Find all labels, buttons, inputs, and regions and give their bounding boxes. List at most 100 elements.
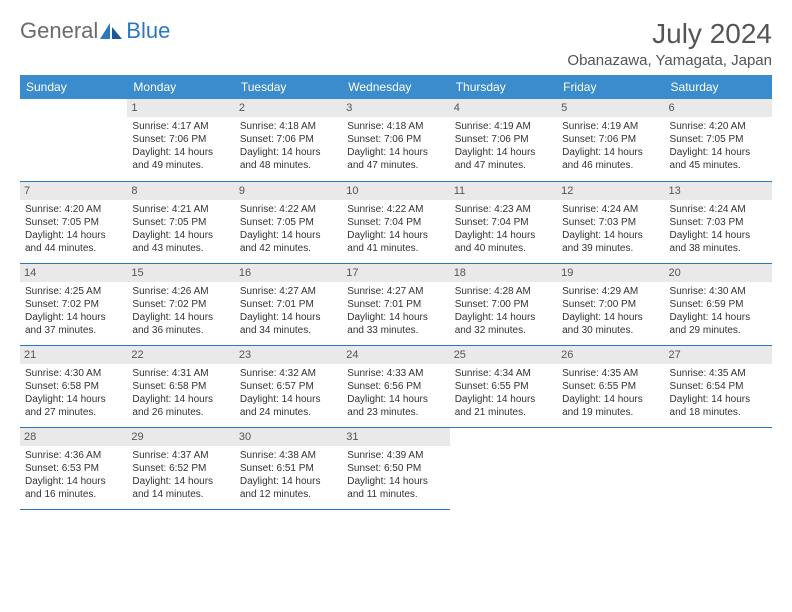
calendar-cell: 5Sunrise: 4:19 AMSunset: 7:06 PMDaylight… xyxy=(557,99,664,181)
sunset-line: Sunset: 7:06 PM xyxy=(347,133,444,146)
day-number: 7 xyxy=(20,182,127,200)
weekday-header-row: SundayMondayTuesdayWednesdayThursdayFrid… xyxy=(20,75,772,99)
day-details: Sunrise: 4:39 AMSunset: 6:50 PMDaylight:… xyxy=(347,449,444,501)
day-number: 2 xyxy=(235,99,342,117)
day-number: 11 xyxy=(450,182,557,200)
day-number: 17 xyxy=(342,264,449,282)
calendar-cell: 19 Sunrise: 4:29 AMSunset: 7:00 PMDayligh… xyxy=(557,263,664,345)
daylight-line: Daylight: 14 hours and 18 minutes. xyxy=(670,393,767,419)
day-details: Sunrise: 4:32 AMSunset: 6:57 PMDaylight:… xyxy=(240,367,337,419)
day-number: 16 xyxy=(235,264,342,282)
day-details: Sunrise: 4:19 AMSunset: 7:06 PMDaylight:… xyxy=(455,120,552,172)
sunset-line: Sunset: 6:57 PM xyxy=(240,380,337,393)
sunrise-line: Sunrise: 4:34 AM xyxy=(455,367,552,380)
weekday-header: Saturday xyxy=(665,75,772,99)
daylight-line: Daylight: 14 hours and 44 minutes. xyxy=(25,229,122,255)
calendar-cell-empty xyxy=(450,427,557,509)
day-details: Sunrise: 4:23 AMSunset: 7:04 PMDaylight:… xyxy=(455,203,552,255)
day-details: Sunrise: 4:34 AMSunset: 6:55 PMDaylight:… xyxy=(455,367,552,419)
calendar-cell: 3Sunrise: 4:18 AMSunset: 7:06 PMDaylight… xyxy=(342,99,449,181)
daylight-line: Daylight: 14 hours and 34 minutes. xyxy=(240,311,337,337)
day-details: Sunrise: 4:18 AMSunset: 7:06 PMDaylight:… xyxy=(347,120,444,172)
sunrise-line: Sunrise: 4:37 AM xyxy=(132,449,229,462)
daylight-line: Daylight: 14 hours and 21 minutes. xyxy=(455,393,552,419)
sunset-line: Sunset: 7:00 PM xyxy=(562,298,659,311)
calendar-cell-empty xyxy=(20,99,127,181)
day-details: Sunrise: 4:29 AMSunset: 7:00 PMDaylight:… xyxy=(562,285,659,337)
sunrise-line: Sunrise: 4:31 AM xyxy=(132,367,229,380)
daylight-line: Daylight: 14 hours and 16 minutes. xyxy=(25,475,122,501)
daylight-line: Daylight: 14 hours and 39 minutes. xyxy=(562,229,659,255)
day-number: 4 xyxy=(450,99,557,117)
day-details: Sunrise: 4:35 AMSunset: 6:55 PMDaylight:… xyxy=(562,367,659,419)
sunset-line: Sunset: 7:06 PM xyxy=(562,133,659,146)
weekday-header: Wednesday xyxy=(342,75,449,99)
sunrise-line: Sunrise: 4:18 AM xyxy=(347,120,444,133)
calendar-cell: 28Sunrise: 4:36 AMSunset: 6:53 PMDayligh… xyxy=(20,427,127,509)
daylight-line: Daylight: 14 hours and 27 minutes. xyxy=(25,393,122,419)
day-details: Sunrise: 4:33 AMSunset: 6:56 PMDaylight:… xyxy=(347,367,444,419)
day-details: Sunrise: 4:25 AMSunset: 7:02 PMDaylight:… xyxy=(25,285,122,337)
sunrise-line: Sunrise: 4:20 AM xyxy=(670,120,767,133)
day-number: 1 xyxy=(127,99,234,117)
sunrise-line: Sunrise: 4:18 AM xyxy=(240,120,337,133)
sunrise-line: Sunrise: 4:39 AM xyxy=(347,449,444,462)
sunset-line: Sunset: 7:05 PM xyxy=(670,133,767,146)
day-number: 23 xyxy=(235,346,342,364)
day-number: 5 xyxy=(557,99,664,117)
calendar-cell: 31Sunrise: 4:39 AMSunset: 6:50 PMDayligh… xyxy=(342,427,449,509)
day-details: Sunrise: 4:21 AMSunset: 7:05 PMDaylight:… xyxy=(132,203,229,255)
daylight-line: Daylight: 14 hours and 12 minutes. xyxy=(240,475,337,501)
sunset-line: Sunset: 7:05 PM xyxy=(240,216,337,229)
sunset-line: Sunset: 7:06 PM xyxy=(240,133,337,146)
day-details: Sunrise: 4:24 AMSunset: 7:03 PMDaylight:… xyxy=(670,203,767,255)
calendar-row: 1Sunrise: 4:17 AMSunset: 7:06 PMDaylight… xyxy=(20,99,772,181)
calendar-cell: 24Sunrise: 4:33 AMSunset: 6:56 PMDayligh… xyxy=(342,345,449,427)
sunrise-line: Sunrise: 4:26 AM xyxy=(132,285,229,298)
sunset-line: Sunset: 7:02 PM xyxy=(25,298,122,311)
calendar-cell: 13Sunrise: 4:24 AMSunset: 7:03 PMDayligh… xyxy=(665,181,772,263)
sunrise-line: Sunrise: 4:17 AM xyxy=(132,120,229,133)
daylight-line: Daylight: 14 hours and 26 minutes. xyxy=(132,393,229,419)
calendar-cell: 25Sunrise: 4:34 AMSunset: 6:55 PMDayligh… xyxy=(450,345,557,427)
daylight-line: Daylight: 14 hours and 29 minutes. xyxy=(670,311,767,337)
calendar-cell-empty xyxy=(665,427,772,509)
day-number: 19 xyxy=(557,264,664,282)
daylight-line: Daylight: 14 hours and 33 minutes. xyxy=(347,311,444,337)
weekday-header: Monday xyxy=(127,75,234,99)
day-details: Sunrise: 4:17 AMSunset: 7:06 PMDaylight:… xyxy=(132,120,229,172)
calendar-cell: 21Sunrise: 4:30 AMSunset: 6:58 PMDayligh… xyxy=(20,345,127,427)
sunset-line: Sunset: 7:02 PM xyxy=(132,298,229,311)
header: General Blue July 2024 Obanazawa, Yamaga… xyxy=(20,18,772,69)
calendar-cell: 29Sunrise: 4:37 AMSunset: 6:52 PMDayligh… xyxy=(127,427,234,509)
sunrise-line: Sunrise: 4:19 AM xyxy=(562,120,659,133)
weekday-header: Thursday xyxy=(450,75,557,99)
sunrise-line: Sunrise: 4:24 AM xyxy=(670,203,767,216)
sunset-line: Sunset: 6:51 PM xyxy=(240,462,337,475)
sunrise-line: Sunrise: 4:23 AM xyxy=(455,203,552,216)
sunset-line: Sunset: 6:58 PM xyxy=(25,380,122,393)
daylight-line: Daylight: 14 hours and 30 minutes. xyxy=(562,311,659,337)
sunset-line: Sunset: 6:54 PM xyxy=(670,380,767,393)
calendar-cell: 12Sunrise: 4:24 AMSunset: 7:03 PMDayligh… xyxy=(557,181,664,263)
sunset-line: Sunset: 7:01 PM xyxy=(347,298,444,311)
calendar-cell: 6Sunrise: 4:20 AMSunset: 7:05 PMDaylight… xyxy=(665,99,772,181)
calendar-cell: 10Sunrise: 4:22 AMSunset: 7:04 PMDayligh… xyxy=(342,181,449,263)
day-details: Sunrise: 4:18 AMSunset: 7:06 PMDaylight:… xyxy=(240,120,337,172)
day-number: 14 xyxy=(20,264,127,282)
calendar-table: SundayMondayTuesdayWednesdayThursdayFrid… xyxy=(20,75,772,510)
daylight-line: Daylight: 14 hours and 42 minutes. xyxy=(240,229,337,255)
daylight-line: Daylight: 14 hours and 47 minutes. xyxy=(347,146,444,172)
calendar-cell: 18Sunrise: 4:28 AMSunset: 7:00 PMDayligh… xyxy=(450,263,557,345)
brand-text-2: Blue xyxy=(126,18,170,44)
day-details: Sunrise: 4:20 AMSunset: 7:05 PMDaylight:… xyxy=(670,120,767,172)
day-number: 9 xyxy=(235,182,342,200)
sunset-line: Sunset: 7:05 PM xyxy=(132,216,229,229)
sunrise-line: Sunrise: 4:29 AM xyxy=(562,285,659,298)
calendar-cell: 26Sunrise: 4:35 AMSunset: 6:55 PMDayligh… xyxy=(557,345,664,427)
daylight-line: Daylight: 14 hours and 49 minutes. xyxy=(132,146,229,172)
day-number: 12 xyxy=(557,182,664,200)
calendar-cell-empty xyxy=(557,427,664,509)
sunrise-line: Sunrise: 4:21 AM xyxy=(132,203,229,216)
sunrise-line: Sunrise: 4:28 AM xyxy=(455,285,552,298)
